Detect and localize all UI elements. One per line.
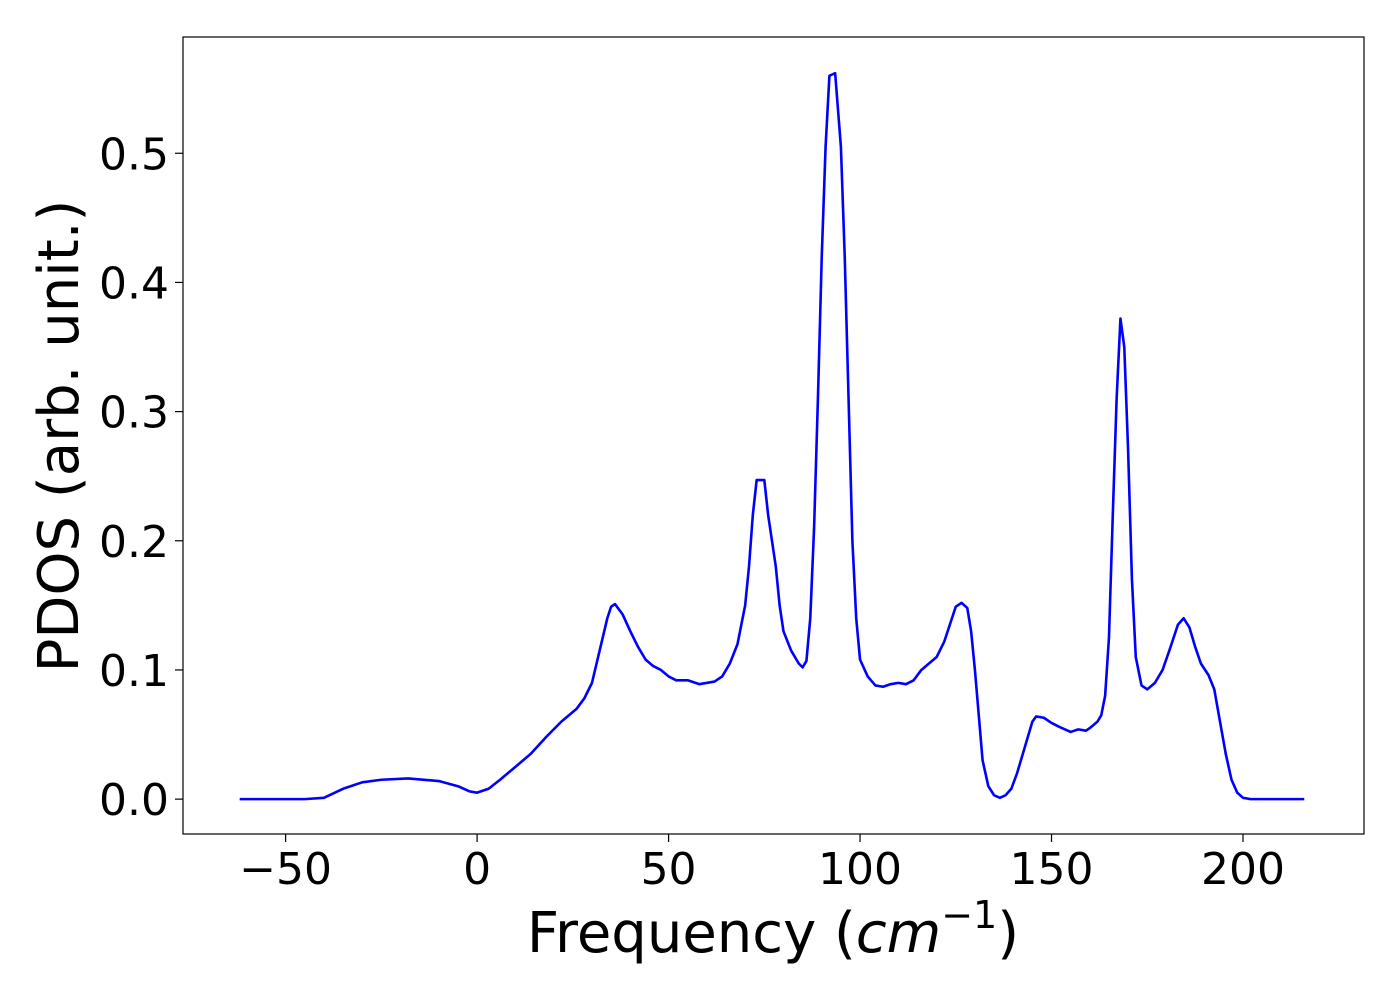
x-tick-label: 50: [641, 844, 697, 895]
y-tick-label: 0.1: [99, 646, 169, 697]
data-line: [239, 71, 1305, 801]
y-tick-label: 0.3: [99, 388, 169, 439]
x-tick-label: −50: [239, 844, 332, 895]
y-tick-label: 0.0: [99, 775, 169, 826]
y-axis-label: PDOS (arb. unit.): [27, 200, 92, 673]
y-tick-label: 0.5: [99, 129, 169, 180]
x-label-close: ): [997, 901, 1019, 966]
y-tick-label: 0.2: [99, 517, 169, 568]
x-tick-label: 150: [1010, 844, 1094, 895]
x-label-unit: cm: [856, 901, 941, 966]
x-tick-label: 200: [1201, 844, 1285, 895]
x-axis-label: Frequency (cm−1): [527, 893, 1019, 966]
x-tick-label: 100: [818, 844, 902, 895]
x-label-exponent: −1: [941, 893, 997, 937]
x-label-text: Frequency (: [527, 901, 856, 966]
x-tick-label: 0: [463, 844, 491, 895]
y-tick-label: 0.4: [99, 258, 169, 309]
axes-frame: [182, 36, 1365, 835]
